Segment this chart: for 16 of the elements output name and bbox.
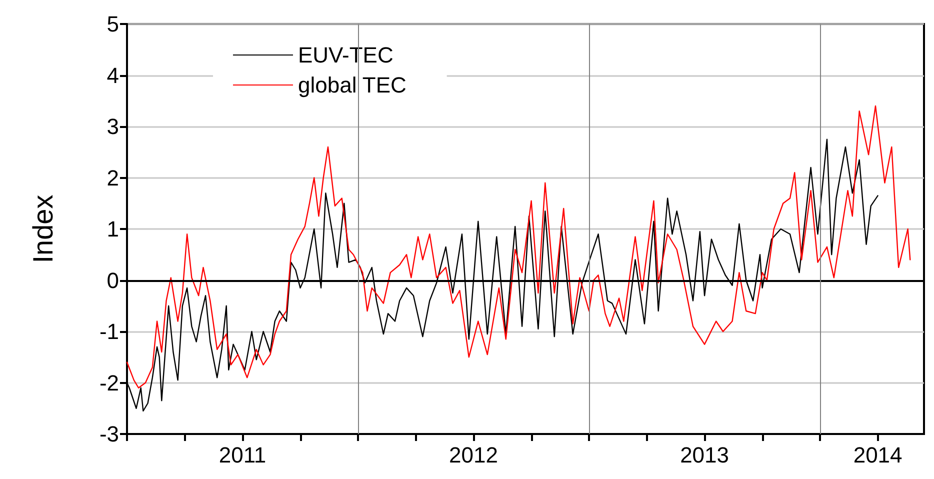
y-tick-label: 3: [106, 114, 119, 139]
y-tick-label: 4: [106, 62, 119, 88]
y-tick-label: 1: [106, 216, 119, 242]
y-tick-label: -2: [99, 370, 119, 396]
y-tick-label: 5: [106, 12, 119, 36]
y-axis-title: Index: [28, 194, 58, 264]
legend-label: global TEC: [298, 72, 407, 98]
x-tick-label: 2011: [218, 442, 266, 468]
y-tick-label: 0: [106, 268, 119, 293]
legend-label: EUV-TEC: [298, 42, 394, 68]
y-tick-label: -3: [99, 422, 119, 446]
y-tick-label: 2: [106, 165, 119, 190]
x-tick-label: 2014: [853, 442, 902, 468]
y-tick-label: -1: [99, 319, 119, 344]
x-tick-label: 2012: [449, 442, 498, 468]
x-tick-label: 2013: [680, 442, 730, 468]
